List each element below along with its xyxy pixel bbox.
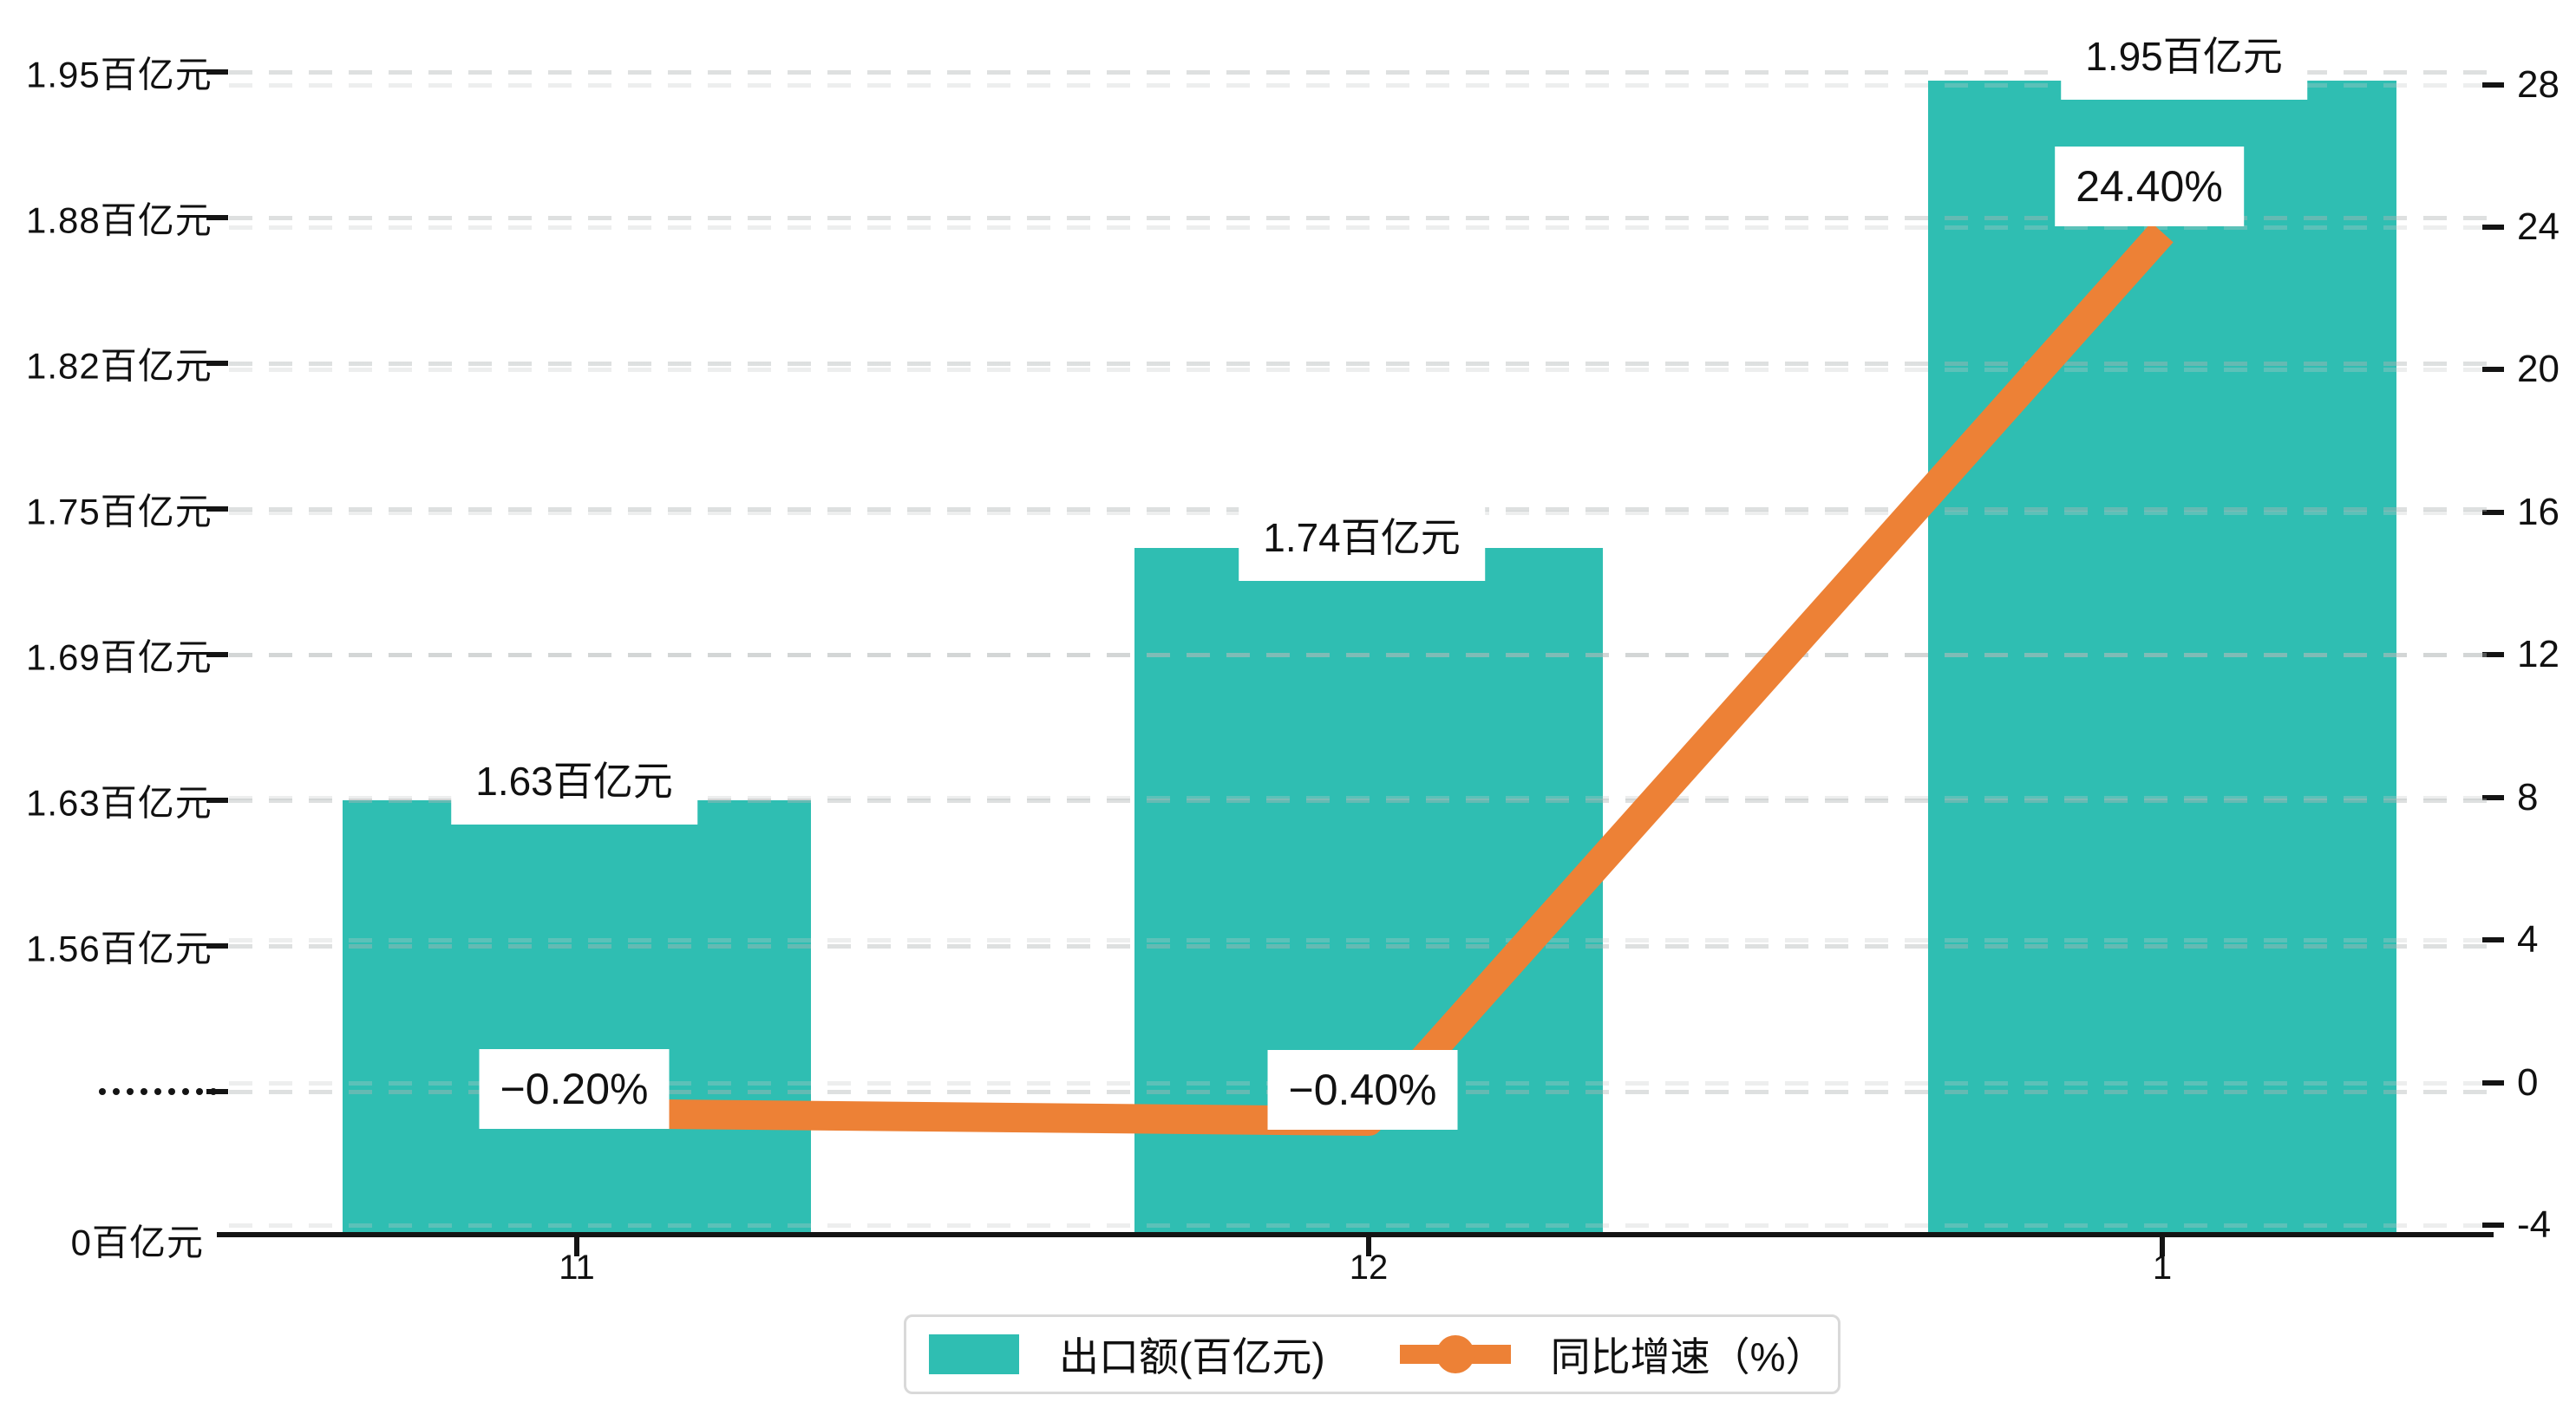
growth-line xyxy=(576,222,2174,1136)
tick-right-4 xyxy=(2482,937,2504,942)
gridline-left-5 xyxy=(229,799,2488,803)
tick-right-0 xyxy=(2482,1080,2504,1086)
gridline-right-12 xyxy=(229,653,2488,657)
gridline-right-28 xyxy=(229,83,2488,88)
bar-value-label-1: 1.95百亿元 xyxy=(2061,8,2307,100)
legend-label-yoy-growth: 同比增速（%） xyxy=(1550,1334,1826,1379)
tick-left-1 xyxy=(206,215,228,220)
bar-series-swatch-icon xyxy=(929,1334,1019,1374)
legend: 出口额(百亿元) 同比增速（%） xyxy=(904,1314,1840,1394)
bar-value-label-12: 1.74百亿元 xyxy=(1239,489,1485,581)
growth-value-label-11: −0.20% xyxy=(479,1049,670,1129)
gridline-left-3 xyxy=(229,507,2488,512)
gridline-left-1 xyxy=(229,216,2488,220)
line-series-marker-icon xyxy=(1399,1333,1511,1375)
left-axis-label-0百亿元: 0百亿元 xyxy=(70,1222,204,1263)
tick-x-12 xyxy=(1366,1237,1371,1256)
right-axis-label-20: 20 xyxy=(2517,348,2560,390)
bar-1 xyxy=(1928,81,2396,1235)
gridline-left-6 xyxy=(229,944,2488,949)
tick-right-20 xyxy=(2482,367,2504,372)
left-axis-label-1.69百亿元: 1.69百亿元 xyxy=(26,636,212,678)
tick-right-12 xyxy=(2482,652,2504,657)
tick-left-0 xyxy=(206,69,228,75)
tick-left-7 xyxy=(206,1089,228,1094)
gridline-right-24 xyxy=(229,225,2488,230)
left-axis-label-1.63百亿元: 1.63百亿元 xyxy=(26,782,212,824)
tick-left-4 xyxy=(206,652,228,657)
right-axis-label-28: 28 xyxy=(2517,63,2560,106)
tick-left-3 xyxy=(206,506,228,512)
x-axis-label-11: 11 xyxy=(559,1249,595,1287)
x-axis-label-1: 1 xyxy=(2152,1249,2173,1287)
left-axis-label-1.75百亿元: 1.75百亿元 xyxy=(26,491,212,532)
gridline-left-2 xyxy=(229,362,2488,366)
gridline-right--4 xyxy=(229,1223,2488,1228)
bar-11 xyxy=(343,800,811,1235)
x-axis-line xyxy=(217,1232,2494,1237)
tick-left-2 xyxy=(206,361,228,366)
bar-value-label-11: 1.63百亿元 xyxy=(451,733,697,825)
legend-item-yoy-growth: 同比增速（%） xyxy=(1399,1326,1826,1383)
right-axis-label-24: 24 xyxy=(2517,205,2560,248)
tick-left-6 xyxy=(206,943,228,949)
right-axis-label-0: 0 xyxy=(2517,1061,2539,1104)
right-axis-label-12: 12 xyxy=(2517,633,2560,675)
right-axis-label-4: 4 xyxy=(2517,918,2539,961)
gridline-right-8 xyxy=(229,796,2488,800)
right-axis-label-16: 16 xyxy=(2517,491,2560,533)
gridline-left-7 xyxy=(229,1090,2488,1094)
gridline-right-20 xyxy=(229,368,2488,372)
gridline-right-0 xyxy=(229,1081,2488,1086)
tick-x-11 xyxy=(574,1237,579,1256)
gridline-right-4 xyxy=(229,938,2488,942)
x-axis-label-12: 12 xyxy=(1349,1249,1389,1287)
growth-value-label-1: 24.40% xyxy=(2055,147,2244,226)
left-axis-label-1.95百亿元: 1.95百亿元 xyxy=(26,54,212,95)
gridline-left-4 xyxy=(229,653,2488,657)
left-axis-label-1.82百亿元: 1.82百亿元 xyxy=(26,345,212,387)
tick-right-8 xyxy=(2482,795,2504,800)
axis-break-dots xyxy=(99,1088,217,1095)
gridline-left-0 xyxy=(229,70,2488,75)
tick-left-5 xyxy=(206,798,228,803)
left-axis-label-1.88百亿元: 1.88百亿元 xyxy=(26,199,212,241)
tick-right-24 xyxy=(2482,225,2504,230)
left-axis-label-1.56百亿元: 1.56百亿元 xyxy=(26,928,212,969)
tick-right-28 xyxy=(2482,82,2504,88)
bar-12 xyxy=(1134,548,1603,1235)
legend-item-export-value: 出口额(百亿元) xyxy=(929,1326,1325,1383)
tick-right--4 xyxy=(2482,1223,2504,1228)
tick-x-1 xyxy=(2160,1237,2165,1256)
right-axis-label--4: -4 xyxy=(2517,1203,2552,1246)
gridline-right-16 xyxy=(229,511,2488,515)
tick-right-16 xyxy=(2482,510,2504,515)
growth-value-label-12: −0.40% xyxy=(1267,1050,1458,1130)
right-axis-label-8: 8 xyxy=(2517,776,2539,818)
legend-label-export-value: 出口额(百亿元) xyxy=(1059,1334,1325,1379)
